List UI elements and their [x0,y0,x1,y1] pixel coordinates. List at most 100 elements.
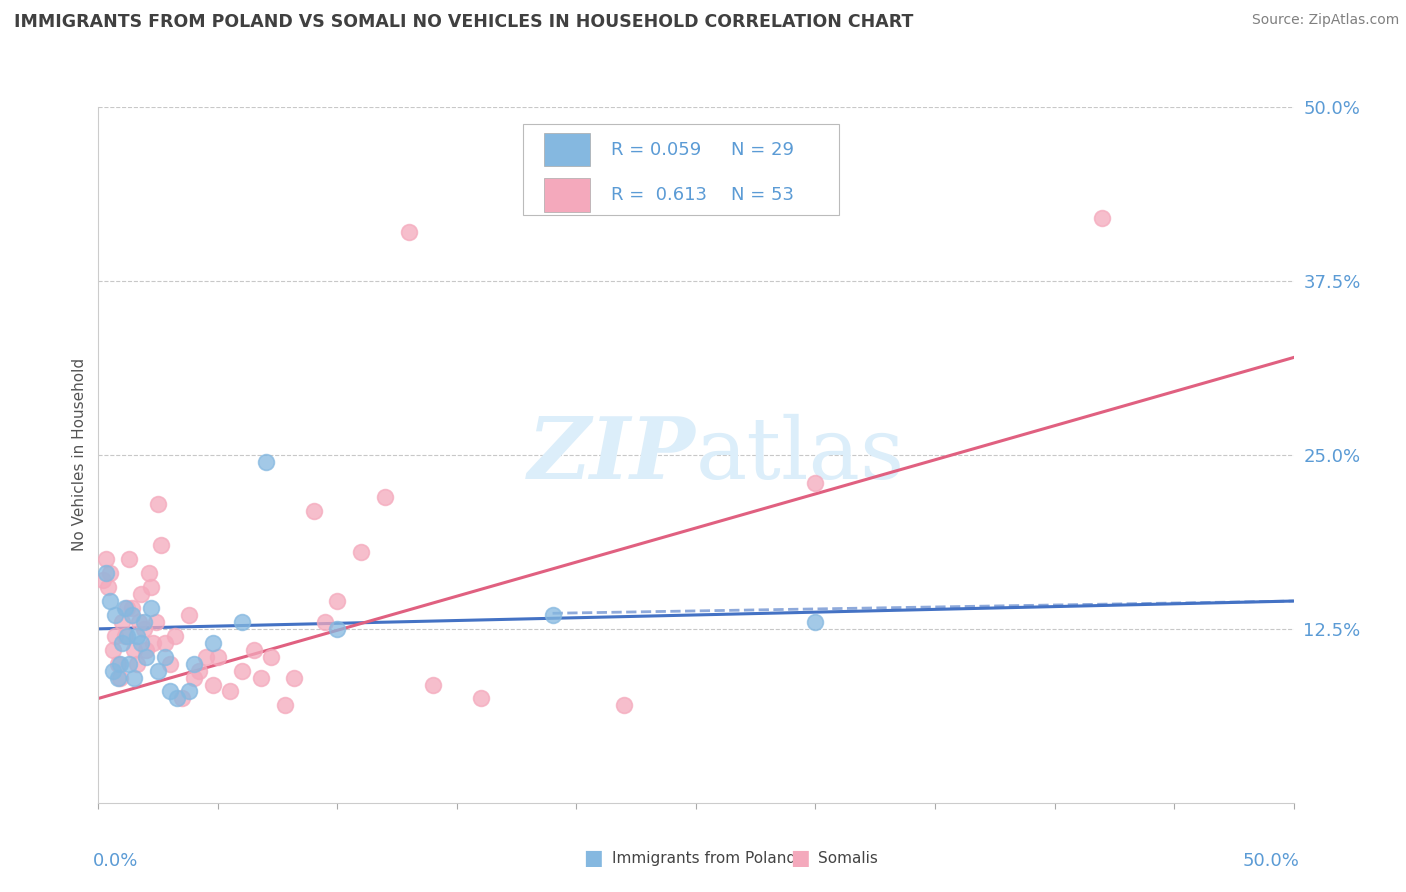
Text: N = 53: N = 53 [731,186,793,204]
Text: ZIP: ZIP [529,413,696,497]
Point [302,503,325,517]
Point [315,615,337,629]
Point [250,671,273,685]
Point [155,636,177,650]
Point [470,691,492,706]
Point [107,671,129,685]
Point [108,657,131,671]
Point [115,601,138,615]
Point [111,636,134,650]
Point [125,657,148,671]
Point [202,677,225,691]
Point [207,649,229,664]
Point [118,657,141,671]
Point [231,664,253,678]
Point [111,615,134,629]
Text: Somalis: Somalis [818,851,879,865]
Point [541,607,564,622]
Point [145,615,167,629]
Point [91,573,114,587]
Point [326,622,349,636]
Point [98,566,122,581]
Point [94,552,117,566]
Point [172,691,194,706]
Point [398,225,420,239]
Point [243,642,266,657]
Point [139,601,162,615]
Point [135,642,157,657]
Point [124,642,146,657]
Point [142,636,165,650]
Text: IMMIGRANTS FROM POLAND VS SOMALI NO VEHICLES IN HOUSEHOLD CORRELATION CHART: IMMIGRANTS FROM POLAND VS SOMALI NO VEHI… [14,13,914,31]
Point [101,664,124,678]
Point [183,671,205,685]
Point [163,629,186,643]
Text: 50.0%: 50.0% [1243,852,1299,870]
Point [118,552,141,566]
Point [128,615,150,629]
Point [132,622,155,636]
Point [138,566,160,581]
Point [274,698,297,713]
Point [132,615,155,629]
Point [804,615,827,629]
Point [125,629,148,643]
Point [155,649,177,664]
Text: atlas: atlas [696,413,905,497]
Point [121,601,143,615]
Point [121,607,143,622]
Point [94,566,117,581]
Point [804,475,827,490]
FancyBboxPatch shape [544,133,589,167]
Text: Immigrants from Poland: Immigrants from Poland [612,851,796,865]
Text: ■: ■ [790,848,810,868]
Point [326,594,349,608]
Point [187,664,209,678]
Point [194,649,217,664]
Text: R = 0.059: R = 0.059 [612,141,702,159]
Point [159,657,181,671]
Point [179,684,201,698]
Point [97,580,120,594]
Point [98,594,122,608]
Point [107,657,129,671]
FancyBboxPatch shape [544,178,589,211]
FancyBboxPatch shape [523,124,839,215]
Point [148,497,170,511]
Point [108,671,131,685]
Point [422,677,444,691]
Point [149,538,172,552]
Y-axis label: No Vehicles in Household: No Vehicles in Household [72,359,87,551]
Point [231,615,253,629]
Point [135,649,157,664]
Point [131,636,153,650]
Point [254,455,277,469]
Point [1091,211,1114,226]
Point [374,490,396,504]
Point [104,629,127,643]
Point [179,607,201,622]
Point [114,629,136,643]
Point [159,684,181,698]
Text: 0.0%: 0.0% [93,852,138,870]
Point [283,671,305,685]
Text: ■: ■ [583,848,603,868]
Point [139,580,162,594]
Point [202,636,225,650]
Point [114,601,136,615]
Point [183,657,205,671]
Point [613,698,636,713]
Text: Source: ZipAtlas.com: Source: ZipAtlas.com [1251,13,1399,28]
Text: N = 29: N = 29 [731,141,793,159]
Point [104,607,127,622]
Point [148,664,170,678]
Point [166,691,188,706]
Point [259,649,281,664]
Point [115,629,138,643]
Point [219,684,242,698]
Text: R =  0.613: R = 0.613 [612,186,707,204]
Point [101,642,124,657]
Point [350,545,373,559]
Point [124,671,146,685]
Point [131,587,153,601]
